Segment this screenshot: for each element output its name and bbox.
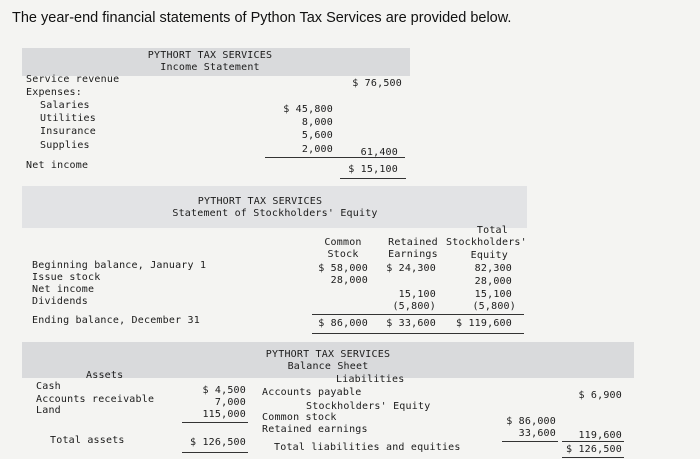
expense-label-utilities: Utilities [40,113,96,124]
balance-header-band [22,342,634,378]
assets-subtotal-line [182,422,248,423]
total-le-amount: $ 126,500 [566,444,622,455]
equity-components-underline [502,441,558,442]
equity-row-label-issue: Issue stock [32,272,101,283]
equity-retained-netincome: 15,100 [398,289,436,300]
equity-retained-beginning: $ 24,300 [386,263,436,274]
col-header-total-2: Stockholders' [446,237,527,248]
accounts-payable-label: Accounts payable [262,387,362,398]
balance-company: PYTHORT TAX SERVICES [265,349,391,360]
net-income-label: Net income [26,160,89,171]
equity-title: Statement of Stockholders' Equity [172,208,378,219]
expense-amount-utilities: 8,000 [301,117,333,128]
total-le-underline [562,457,624,458]
equity-row-label-dividends: Dividends [32,296,88,307]
income-title: Income Statement [160,62,260,73]
col-header-total-3: Equity [470,250,508,261]
total-assets-amount: $ 126,500 [190,437,246,448]
equity-common-beginning: $ 58,000 [318,263,368,274]
income-company: PYTHORT TAX SERVICES [147,50,273,61]
expense-amount-supplies: 2,000 [301,144,333,155]
col-header-common-1: Common [324,237,362,248]
expense-label-salaries: Salaries [40,100,90,111]
intro-text: The year-end financial statements of Pyt… [12,10,512,26]
col-header-retained-2: Earnings [388,249,438,260]
equity-ending-underline [312,333,524,334]
equity-total-beginning: 82,300 [474,263,512,274]
equity-total-ending: $ 119,600 [456,318,512,329]
assets-header: Assets [86,370,124,381]
equity-header-band [22,186,527,228]
equity-row-label-beginning: Beginning balance, January 1 [32,260,207,271]
total-equity-line [562,441,624,442]
equity-retained-dividends: (5,800) [392,301,436,312]
equity-row-label-netincome: Net income [32,284,95,295]
expense-amount-salaries: $ 45,800 [283,104,333,115]
expense-label-supplies: Supplies [40,140,90,151]
expenses-underline [265,157,405,158]
expense-label-insurance: Insurance [40,126,96,137]
service-revenue-label: Service revenue [26,74,120,85]
col-header-retained-1: Retained [388,237,438,248]
liabilities-header: Liabilities [336,374,405,385]
total-equity-amount: 119,600 [578,430,622,441]
asset-amount-cash: $ 4,500 [202,385,246,396]
equity-company: PYTHORT TAX SERVICES [197,196,323,207]
equity-subtotal-line [312,314,524,315]
equity-retained-ending: $ 33,600 [386,318,436,329]
equity-row-label-ending: Ending balance, December 31 [32,315,200,326]
net-income-underline [340,178,406,179]
total-assets-underline [182,452,248,453]
equity-common-ending: $ 86,000 [318,318,368,329]
asset-amount-ar: 7,000 [214,397,246,408]
asset-label-cash: Cash [36,381,61,392]
total-expenses-amount: 61,400 [360,147,398,158]
balance-title: Balance Sheet [287,361,369,372]
service-revenue-amount: $ 76,500 [352,78,402,89]
net-income-amount: $ 15,100 [348,164,398,175]
equity-total-netincome: 15,100 [474,289,512,300]
equity-header: Stockholders' Equity [306,401,431,412]
equity-common-issue: 28,000 [330,275,368,286]
income-header-band [22,48,410,76]
common-stock-label: Common stock [262,412,337,423]
asset-amount-land: 115,000 [202,409,246,420]
total-assets-label: Total assets [50,435,125,446]
common-stock-amount: $ 86,000 [506,416,556,427]
asset-label-ar: Accounts receivable [36,394,155,405]
total-le-label: Total liabilities and equities [274,442,461,453]
retained-earnings-label: Retained earnings [262,424,368,435]
asset-label-land: Land [36,405,61,416]
col-header-common-2: Stock [327,249,359,260]
equity-total-dividends: (5,800) [472,301,516,312]
equity-total-issue: 28,000 [474,276,512,287]
retained-earnings-amount: 33,600 [518,428,556,439]
col-header-total-1: Total [476,225,508,236]
expense-amount-insurance: 5,600 [301,130,333,141]
expenses-label: Expenses: [26,87,82,98]
accounts-payable-amount: $ 6,900 [578,390,622,401]
